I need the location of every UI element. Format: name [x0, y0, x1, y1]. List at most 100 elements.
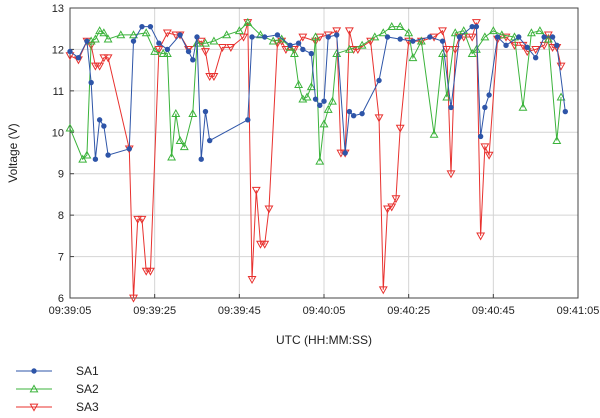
data-point-sa1	[126, 146, 132, 152]
data-point-sa2	[518, 102, 528, 111]
data-point-sa1	[156, 40, 162, 46]
data-point-sa3	[95, 62, 105, 71]
series-line-sa2	[69, 21, 562, 162]
data-point-sa2	[467, 48, 477, 57]
data-point-sa2	[167, 152, 177, 161]
data-point-sa2	[311, 32, 320, 41]
data-point-sa2	[535, 26, 545, 35]
legend-item-sa1: SA1	[16, 364, 99, 378]
data-point-sa3	[391, 195, 401, 204]
data-point-sa1	[516, 34, 522, 40]
data-point-sa1	[448, 104, 454, 111]
data-point-sa1	[427, 34, 433, 40]
data-point-sa3	[145, 267, 155, 276]
data-point-sa2	[408, 53, 418, 62]
data-point-sa3	[374, 114, 384, 123]
data-point-sa2	[488, 26, 498, 35]
series-sa1	[67, 23, 568, 162]
data-point-sa1	[190, 57, 196, 63]
data-point-sa1	[92, 156, 99, 162]
data-point-sa1	[321, 98, 327, 104]
data-point-sa3	[256, 240, 265, 249]
data-point-sa2	[175, 135, 185, 144]
data-point-sa2	[129, 30, 138, 39]
data-point-sa2	[552, 135, 562, 144]
x-tick-label: 09:39:05	[49, 305, 92, 317]
data-point-sa2	[328, 96, 337, 105]
data-point-sa3	[480, 143, 490, 152]
data-point-sa3	[476, 232, 486, 241]
data-point-sa3	[383, 205, 392, 214]
data-point-sa3	[137, 215, 147, 224]
data-point-sa2	[162, 48, 172, 57]
data-point-sa3	[543, 31, 553, 40]
data-point-sa2	[95, 26, 105, 35]
data-point-sa1	[287, 42, 293, 48]
data-point-sa1	[67, 48, 73, 55]
series-sa2	[65, 17, 566, 165]
data-point-sa3	[531, 46, 541, 55]
data-point-sa1	[317, 102, 323, 109]
data-point-sa3	[129, 294, 138, 303]
data-point-sa1	[105, 152, 111, 158]
x-tick-label: 09:39:45	[218, 305, 261, 317]
data-point-sa2	[243, 17, 253, 26]
data-point-sa2	[378, 28, 388, 37]
data-point-sa1	[554, 42, 560, 48]
data-point-sa1	[410, 38, 416, 44]
data-point-sa3	[247, 275, 257, 284]
data-point-sa1	[177, 32, 183, 38]
y-tick-label: 7	[58, 252, 64, 264]
x-axis-title: UTC (HH:MM:SS)	[276, 333, 372, 347]
data-point-sa1	[249, 34, 255, 40]
data-point-sa2	[268, 36, 278, 45]
data-point-sa3	[510, 41, 519, 50]
data-point-sa2	[82, 150, 92, 159]
data-point-sa3	[260, 240, 270, 249]
data-point-sa1	[439, 38, 446, 44]
y-axis: 6 7 8 9 10 11 12 13	[52, 3, 74, 305]
data-point-sa3	[217, 43, 227, 52]
data-point-sa3	[154, 46, 164, 55]
data-point-sa2	[201, 38, 210, 47]
data-point-sa1	[494, 34, 501, 40]
data-point-sa1	[549, 34, 556, 40]
legend-item-sa2: SA2	[16, 382, 99, 396]
data-point-sa3	[141, 267, 151, 276]
data-point-sa3	[484, 151, 494, 160]
y-tick-label: 9	[58, 169, 64, 181]
series-layer	[65, 17, 568, 303]
data-point-sa2	[222, 30, 232, 39]
x-tick-label: 09:39:25	[133, 305, 176, 317]
data-point-sa2	[416, 36, 426, 45]
data-point-sa3	[471, 19, 481, 28]
data-point-sa2	[99, 28, 109, 37]
data-point-sa1	[473, 23, 480, 30]
data-point-sa3	[103, 54, 113, 63]
data-point-sa2	[277, 34, 287, 43]
data-point-sa3	[162, 29, 172, 38]
data-point-sa2	[471, 44, 481, 53]
data-point-sa1	[384, 34, 391, 40]
data-point-sa3	[251, 186, 261, 195]
data-point-sa1	[295, 40, 302, 46]
data-point-sa2	[209, 36, 219, 45]
data-point-sa3	[395, 124, 405, 133]
data-point-sa3	[90, 62, 100, 71]
data-point-sa1	[486, 92, 492, 98]
data-point-sa1	[350, 113, 357, 119]
x-tick-label: 09:40:25	[387, 305, 430, 317]
data-point-sa3	[298, 33, 308, 42]
data-point-sa1	[207, 137, 213, 144]
data-point-sa3	[99, 54, 109, 63]
data-point-sa2	[323, 104, 333, 113]
legend-swatch-marker	[29, 384, 39, 393]
x-tick-label: 09:40:45	[472, 305, 515, 317]
data-point-sa3	[344, 27, 354, 36]
data-point-sa2	[289, 48, 299, 57]
data-point-sa2	[319, 119, 329, 128]
data-point-sa3	[133, 215, 143, 224]
series-sa3	[65, 19, 566, 303]
legend-label: SA3	[76, 400, 99, 414]
data-point-sa1	[75, 55, 82, 61]
